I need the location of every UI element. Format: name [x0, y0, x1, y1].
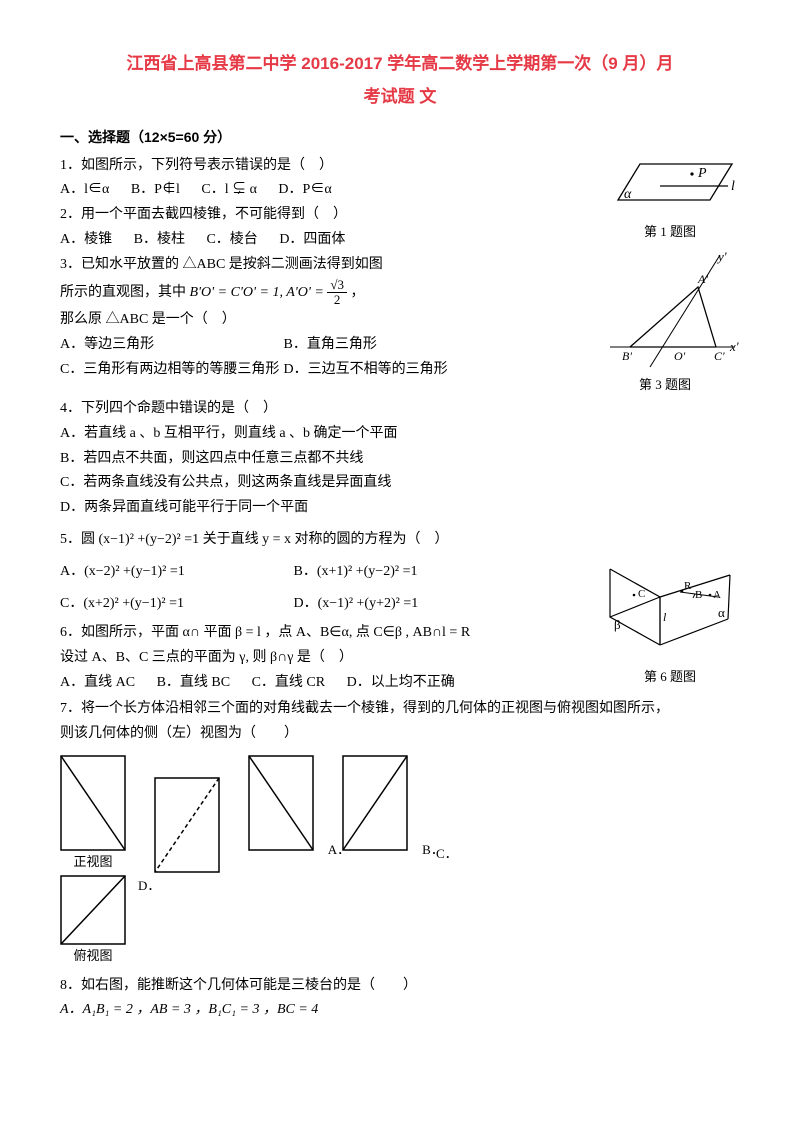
q1-opt-d: D．P∈α — [278, 178, 331, 202]
q4-opt-c: C．若两条直线没有公共点，则这两条直线是异面直线 — [60, 471, 740, 495]
q6-opt-a: A．直线 AC — [60, 671, 135, 695]
q4-opt-a: A．若直线 a 、b 互相平行，则直线 a 、b 确定一个平面 — [60, 422, 740, 446]
q7-opt-d-label: D． — [138, 875, 160, 897]
q7-opt-b-label: B． — [400, 839, 466, 861]
q1-opt-b: B．P∉l — [131, 178, 180, 202]
q3-text: 3．已知水平放置的 △ABC 是按斜二测画法得到如图 — [60, 253, 740, 277]
q3-line2a: 所示的直观图，其中 — [60, 285, 190, 300]
q3-eq: B'O' = C'O' = 1, A'O' = — [190, 285, 328, 300]
q4-text: 4．下列四个命题中错误的是（ ） — [60, 397, 740, 421]
q5-opt-c: C．(x+2)² +(y−1)² =1 — [60, 592, 290, 616]
q7-top-view: 俯视图 — [60, 875, 126, 967]
q5-opt-d: D．(x−1)² +(y+2)² =1 — [294, 596, 419, 611]
q5-opt-a: A．(x−2)² +(y−1)² =1 — [60, 560, 290, 584]
q3-frac-num: √3 — [327, 278, 347, 293]
q1-options: A．l∈α B．P∉l C．l ⊊ α D．P∈α — [60, 178, 740, 202]
q8-opt-a: A．A₁B₁ = 2 ，AB = 3 ，B₁C₁ = 3 ，BC = 4 — [60, 998, 740, 1022]
q2-opt-a: A．棱锥 — [60, 228, 112, 252]
q5-row1: A．(x−2)² +(y−1)² =1 B．(x+1)² +(y−2)² =1 — [60, 560, 740, 584]
q3-comma: ， — [350, 285, 364, 300]
q3-line3: 那么原 △ABC 是一个（ ） — [60, 308, 740, 332]
q3-opt-a: A．等边三角形 — [60, 333, 280, 357]
q7-front-view: 正视图 — [60, 755, 126, 873]
q3-opt-b: B．直角三角形 — [284, 337, 377, 352]
q6-opt-d: D．以上均不正确 — [347, 671, 455, 695]
q1-opt-a: A．l∈α — [60, 178, 109, 202]
q3-frac: √3 2 — [327, 278, 347, 308]
q7-opt-a-fig — [154, 777, 220, 873]
q3-frac-den: 2 — [327, 293, 347, 307]
q2-opt-d: D．四面体 — [279, 228, 345, 252]
q7-line1: 7．将一个长方体沿相邻三个面的对角线截去一个棱锥，得到的几何体的正视图与俯视图如… — [60, 697, 740, 721]
q2-opt-b: B．棱柱 — [134, 228, 185, 252]
q1-opt-c: C．l ⊊ α — [201, 178, 257, 202]
q8-text: 8．如右图，能推断这个几何体可能是三棱台的是（ ） — [60, 974, 740, 998]
q5-text: 5．圆 (x−1)² +(y−2)² =1 关于直线 y = x 对称的圆的方程… — [60, 528, 740, 552]
q2-text: 2．用一个平面去截四棱锥，不可能得到（ ） — [60, 203, 740, 227]
q3-row2: C．三角形有两边相等的等腰三角形 D．三边互不相等的三角形 — [60, 358, 740, 382]
q6-options: A．直线 AC B．直线 BC C．直线 CR D．以上均不正确 — [60, 671, 740, 695]
q8-opt-a-text: A．A₁B₁ = 2 ，AB = 3 ，B₁C₁ = 3 ，BC = 4 — [60, 1002, 318, 1017]
q7-thumbs-row1: 正视图 A． B． C． — [60, 755, 740, 873]
q6-opt-b: B．直线 BC — [157, 671, 231, 695]
q2-opt-c: C．棱台 — [206, 228, 257, 252]
q6-line2: 设过 A、B、C 三点的平面为 γ, 则 β∩γ 是（ ） — [60, 646, 740, 670]
section-1-heading: 一、选择题（12×5=60 分） — [60, 126, 740, 150]
q3-opt-d: D．三边互不相等的三角形 — [284, 362, 448, 377]
q7-front-label: 正视图 — [60, 851, 126, 873]
q3-row1: A．等边三角形 B．直角三角形 — [60, 333, 740, 357]
q7-thumbs-row2: 俯视图 D． — [60, 875, 740, 967]
q6-opt-c: C．直线 CR — [252, 671, 326, 695]
q2-options: A．棱锥 B．棱柱 C．棱台 D．四面体 — [60, 228, 740, 252]
q3-opt-c: C．三角形有两边相等的等腰三角形 — [60, 358, 280, 382]
q7-opt-a-label: A． — [306, 839, 372, 861]
q7-top-label: 俯视图 — [60, 945, 126, 967]
title-sub: 考试题 文 — [60, 83, 740, 112]
q7-line2: 则该几何体的侧（左）视图为（ ） — [60, 722, 740, 746]
q3-formula: 所示的直观图，其中 B'O' = C'O' = 1, A'O' = √3 2 ， — [60, 278, 740, 308]
q5-row2: C．(x+2)² +(y−1)² =1 D．(x−1)² +(y+2)² =1 — [60, 592, 740, 616]
q4-opt-d: D．两条异面直线可能平行于同一个平面 — [60, 496, 740, 520]
q5-opt-b: B．(x+1)² +(y−2)² =1 — [294, 564, 418, 579]
q7-opt-b-fig: A． — [248, 755, 314, 873]
title-main: 江西省上高县第二中学 2016-2017 学年高二数学上学期第一次（9 月）月 — [60, 50, 740, 79]
q4-opt-b: B．若四点不共面，则这四点中任意三点都不共线 — [60, 447, 740, 471]
q6-line1: 6．如图所示，平面 α∩ 平面 β = l ，点 A、B∈α, 点 C∈β , … — [60, 621, 740, 645]
q1-text: 1．如图所示，下列符号表示错误的是（ ） — [60, 154, 740, 178]
